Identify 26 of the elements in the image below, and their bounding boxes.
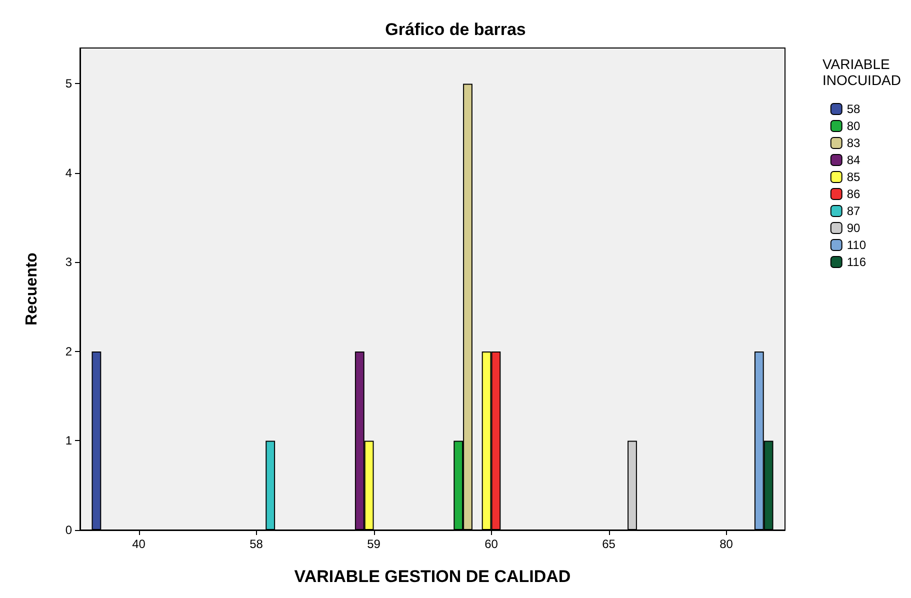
legend-label: 80	[846, 119, 861, 133]
legend-label: 87	[846, 204, 861, 218]
legend-label: 84	[846, 153, 861, 167]
x-tick-label: 40	[132, 537, 146, 551]
x-tick-label: 80	[720, 537, 734, 551]
y-tick-label: 0	[65, 523, 72, 537]
legend-label: 110	[846, 238, 866, 252]
y-tick-label: 5	[65, 76, 72, 91]
legend-label: 86	[846, 187, 861, 201]
legend-label: 83	[846, 136, 861, 150]
legend-label: 58	[846, 102, 861, 116]
x-axis-title: VARIABLE GESTION DE CALIDAD	[294, 567, 571, 586]
y-tick-label: 4	[65, 166, 72, 180]
y-tick-label: 1	[65, 434, 72, 448]
legend-title: VARIABLE INOCUIDAD	[822, 56, 902, 88]
y-axis-title: Recuento	[24, 252, 40, 326]
y-tick-label: 2	[65, 344, 72, 358]
x-tick-label: 59	[367, 537, 381, 551]
legend-label: 85	[846, 170, 861, 184]
legend-label: 90	[846, 221, 861, 235]
x-tick-label: 65	[602, 537, 616, 551]
y-tick-label: 3	[65, 255, 72, 270]
chart-title: Gráfico de barras	[385, 20, 526, 39]
x-tick-label: 58	[250, 537, 264, 551]
legend-label: 116	[846, 255, 866, 269]
x-tick-label: 60	[484, 537, 498, 551]
